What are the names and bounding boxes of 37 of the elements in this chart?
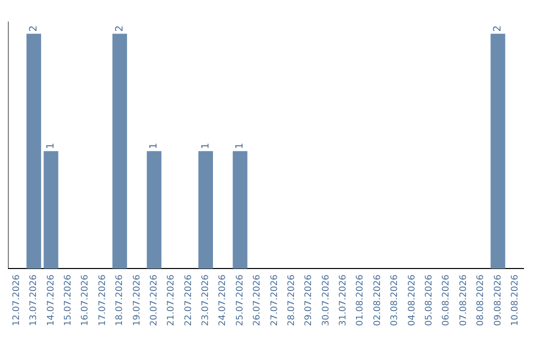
x-tick-label: 22.07.2026 bbox=[184, 274, 194, 326]
x-tick-label: 09.08.2026 bbox=[493, 274, 504, 326]
x-tick-label: 14.07.2026 bbox=[46, 274, 56, 326]
x-tick-label: 16.07.2026 bbox=[80, 274, 91, 326]
data-label: 2 bbox=[28, 25, 40, 32]
x-tick-label: 06.08.2026 bbox=[442, 274, 452, 326]
x-tick-label: 31.07.2026 bbox=[338, 274, 349, 326]
x-tick-label: 18.07.2026 bbox=[115, 274, 126, 326]
x-tick-label: 10.08.2026 bbox=[510, 274, 520, 326]
x-tick-label: 23.07.2026 bbox=[201, 274, 212, 326]
data-label: 1 bbox=[200, 142, 212, 150]
x-tick-label: 29.07.2026 bbox=[304, 274, 314, 326]
x-tick-label: 20.07.2026 bbox=[149, 274, 160, 326]
x-tick-label: 01.08.2026 bbox=[356, 274, 366, 326]
data-label: 1 bbox=[46, 142, 57, 150]
data-label: 1 bbox=[234, 142, 246, 150]
x-tick-label: 05.08.2026 bbox=[424, 274, 434, 326]
x-tick-label: 17.07.2026 bbox=[98, 274, 108, 326]
x-tick-label: 24.07.2026 bbox=[218, 274, 228, 326]
x-tick-label: 30.07.2026 bbox=[321, 274, 332, 326]
x-tick-label: 07.08.2026 bbox=[458, 274, 469, 326]
x-tick-label: 12.07.2026 bbox=[12, 274, 22, 326]
x-tick-label: 28.07.2026 bbox=[286, 274, 297, 326]
x-tick-label: 13.07.2026 bbox=[29, 274, 40, 326]
x-tick-label: 15.07.2026 bbox=[64, 274, 74, 326]
x-tick-label: 03.08.2026 bbox=[390, 274, 400, 326]
x-tick-label: 04.08.2026 bbox=[407, 274, 418, 326]
x-tick-label: 27.07.2026 bbox=[270, 274, 280, 326]
x-tick-label: 26.07.2026 bbox=[252, 274, 263, 326]
data-label: 2 bbox=[114, 25, 126, 32]
data-label: 2 bbox=[492, 25, 504, 32]
x-tick-label: 08.08.2026 bbox=[476, 274, 486, 326]
x-tick-label: 25.07.2026 bbox=[235, 274, 246, 326]
x-tick-label: 19.07.2026 bbox=[132, 274, 142, 326]
x-tick-label: 21.07.2026 bbox=[166, 274, 177, 326]
data-label: 1 bbox=[148, 142, 160, 150]
x-tick-label: 02.08.2026 bbox=[372, 274, 383, 326]
